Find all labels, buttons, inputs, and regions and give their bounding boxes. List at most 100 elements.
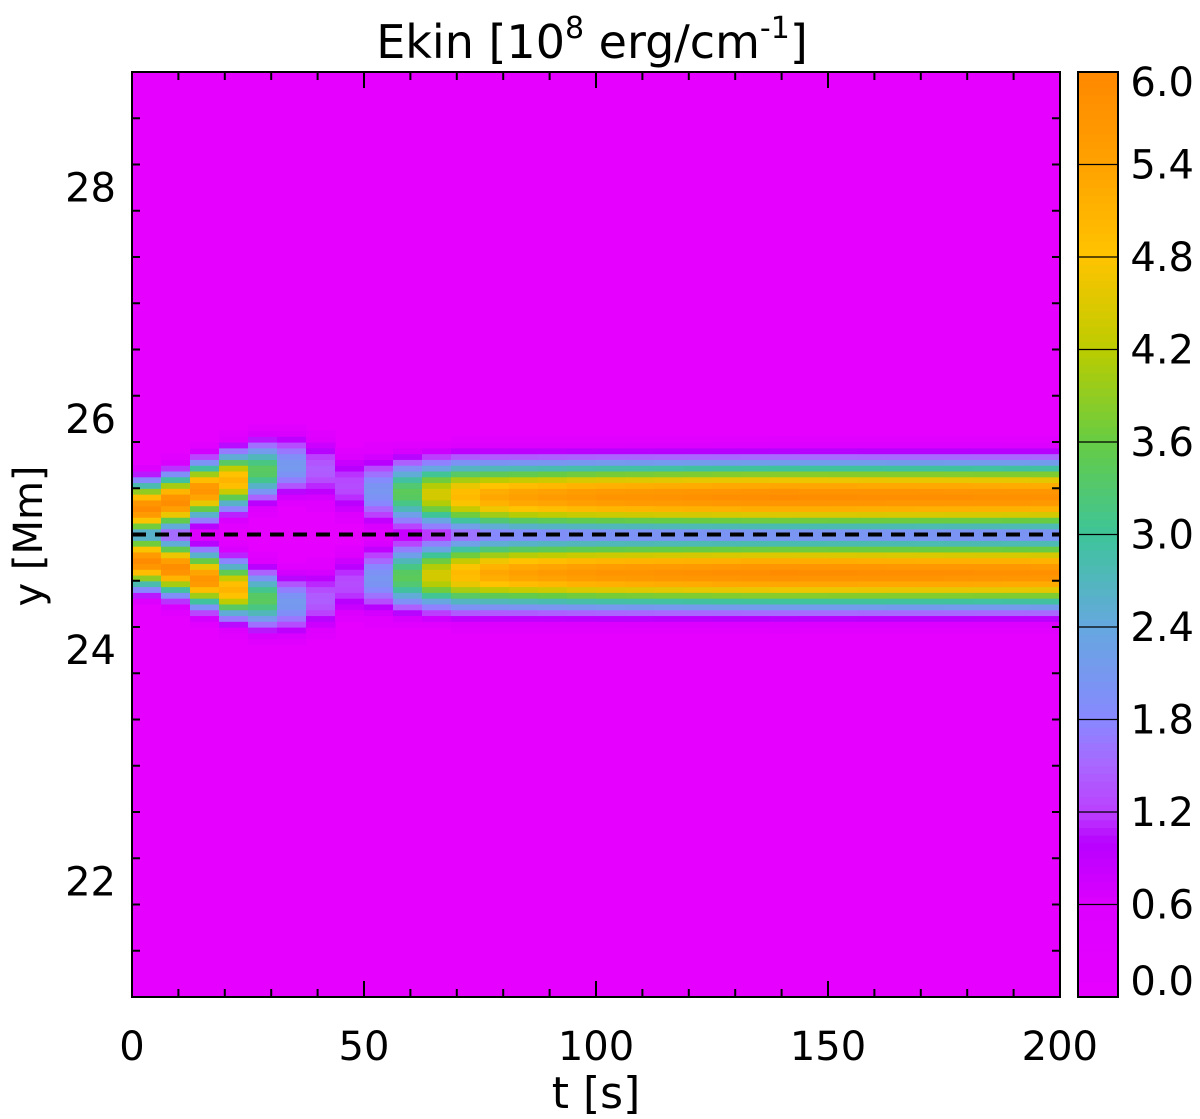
heatmap-cell — [1002, 505, 1032, 512]
colorbar-segment — [1078, 680, 1118, 690]
heatmap-cell — [654, 494, 684, 501]
heatmap-cell — [306, 453, 336, 460]
heatmap-cell — [886, 488, 916, 495]
heatmap-cell — [248, 470, 278, 478]
heatmap-cell — [712, 476, 742, 484]
heatmap-cell — [1031, 557, 1060, 565]
heatmap-cell — [335, 592, 365, 599]
heatmap-cell — [1031, 546, 1060, 553]
heatmap-cell — [770, 453, 800, 460]
heatmap-cell — [741, 528, 771, 536]
heatmap-cell — [944, 517, 974, 524]
heatmap-cell — [625, 540, 655, 547]
heatmap-cell — [451, 557, 481, 565]
heatmap-cell — [683, 522, 713, 530]
heatmap-cell — [422, 603, 452, 611]
heatmap-cell — [480, 470, 510, 478]
heatmap-cell — [538, 482, 568, 489]
colorbar-label: 6.0 — [1130, 60, 1194, 106]
heatmap-cell — [683, 540, 713, 547]
heatmap-cell — [538, 557, 568, 565]
heatmap-cell — [1031, 621, 1060, 628]
colorbar-labels: 0.0 0.6 1.2 1.8 2.4 3.0 3.6 4.2 4.8 5.4 6.0 — [1130, 60, 1194, 1005]
heatmap-cell — [596, 586, 626, 593]
heatmap-cell — [509, 528, 539, 536]
heatmap-cell — [741, 511, 771, 518]
heatmap-cell — [973, 465, 1003, 472]
heatmap-cell — [335, 511, 365, 518]
heatmap-cell — [451, 580, 481, 588]
heatmap-cell — [277, 459, 307, 466]
heatmap-cell — [480, 621, 510, 628]
heatmap-cell — [1002, 517, 1032, 524]
heatmap-cell — [335, 494, 365, 501]
heatmap-cell — [828, 615, 858, 622]
heatmap-cell — [538, 470, 568, 478]
heatmap-cell — [828, 609, 858, 617]
heatmap-cell — [480, 603, 510, 611]
colorbar-segment — [1078, 827, 1118, 836]
heatmap-cell — [277, 598, 307, 605]
heatmap-cell — [683, 459, 713, 466]
heatmap-cell — [886, 546, 916, 553]
heatmap-cell — [538, 465, 568, 472]
colorbar-segment — [1078, 727, 1118, 736]
heatmap-cell — [683, 476, 713, 484]
heatmap-cell — [654, 574, 684, 582]
heatmap-cell — [828, 447, 858, 455]
heatmap-cell — [161, 551, 191, 559]
title-middle: erg/cm — [584, 15, 760, 69]
heatmap-cell — [973, 528, 1003, 536]
heatmap-cell — [219, 488, 249, 495]
heatmap-cell — [654, 442, 684, 449]
heatmap-cell — [190, 546, 220, 553]
heatmap-cell — [393, 476, 423, 484]
heatmap-cell — [944, 528, 974, 536]
heatmap-cell — [973, 551, 1003, 559]
heatmap-cell — [538, 505, 568, 512]
heatmap-cell — [886, 586, 916, 593]
heatmap-cell — [451, 627, 481, 634]
heatmap-cell — [567, 546, 597, 553]
heatmap-cell — [277, 592, 307, 599]
heatmap-cell — [915, 563, 945, 570]
heatmap-cell — [944, 511, 974, 518]
heatmap-cell — [335, 551, 365, 559]
heatmap-cell — [161, 569, 191, 576]
heatmap-cell — [1031, 609, 1060, 617]
heatmap-cell — [364, 551, 394, 559]
heatmap-cell — [944, 505, 974, 512]
heatmap-cell — [741, 465, 771, 472]
heatmap-cell — [886, 534, 916, 541]
heatmap-cell — [277, 453, 307, 460]
heatmap-cell — [509, 627, 539, 634]
heatmap-cell — [335, 569, 365, 576]
heatmap-cell — [654, 465, 684, 472]
heatmap-cell — [219, 494, 249, 501]
heatmap-cell — [828, 442, 858, 449]
colorbar-segment — [1078, 226, 1118, 235]
heatmap-cell — [306, 580, 336, 588]
heatmap-cell — [828, 499, 858, 507]
heatmap-cell — [596, 621, 626, 628]
colorbar-segment — [1078, 372, 1118, 381]
heatmap-cell — [857, 615, 887, 622]
heatmap-cell — [1002, 592, 1032, 599]
heatmap-cell — [712, 603, 742, 611]
heatmap-cell — [596, 609, 626, 617]
heatmap-cell — [132, 465, 162, 472]
heatmap-cell — [480, 615, 510, 622]
heatmap-cell — [944, 569, 974, 576]
heatmap-cell — [799, 598, 829, 605]
heatmap-cell — [799, 586, 829, 593]
colorbar-segment — [1078, 981, 1118, 990]
heatmap-cell — [219, 586, 249, 593]
heatmap-cell — [625, 546, 655, 553]
heatmap-cell — [538, 609, 568, 617]
heatmap-cell — [828, 459, 858, 466]
heatmap-cell — [857, 465, 887, 472]
heatmap-cell — [770, 546, 800, 553]
heatmap-cell — [886, 453, 916, 460]
x-tick-label: 100 — [558, 1024, 634, 1070]
heatmap-cell — [915, 534, 945, 541]
